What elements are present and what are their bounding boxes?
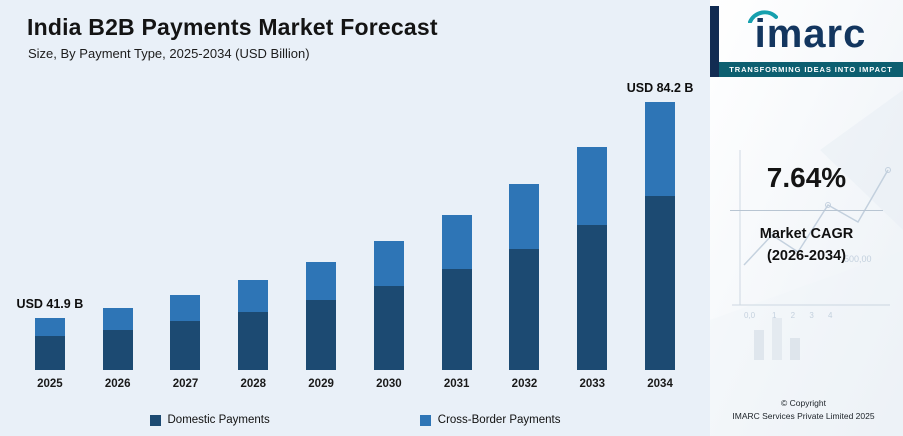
cagr-label-line2: (2026-2034): [767, 248, 846, 265]
legend-label: Cross-Border Payments: [437, 414, 561, 426]
divider: [730, 210, 883, 211]
bar-column: 2032: [491, 96, 559, 390]
x-axis-label: 2033: [579, 378, 606, 390]
bar-segment-domestic: [373, 286, 404, 370]
x-axis-label: 2029: [308, 378, 334, 390]
bar-column: 2027: [152, 96, 220, 390]
chart-title: India B2B Payments Market Forecast: [27, 14, 438, 40]
bar-segment-crossborder: [441, 215, 472, 270]
bar-segment-domestic: [441, 269, 472, 370]
bar-value-label: USD 41.9 B: [16, 297, 84, 311]
x-axis-label: 2025: [37, 378, 63, 390]
bar-segment-domestic: [102, 329, 133, 370]
chart-subtitle: Size, By Payment Type, 2025-2034 (USD Bi…: [28, 46, 310, 61]
copyright-line1: © Copyright: [780, 397, 826, 408]
stacked-bar: [645, 102, 676, 370]
brand-tagline: TRANSFORMING IDEAS INTO IMPACT: [719, 62, 903, 77]
bar-column: 2025 USD 41.9 B: [16, 96, 84, 390]
bar-segment-domestic: [577, 225, 608, 370]
x-axis-label: 2034: [647, 378, 673, 390]
brand-panel: 500,00 0,0 1 2 3 4 imarc TRANSFORMING ID…: [710, 0, 903, 436]
legend: Domestic Payments Cross-Border Payments: [0, 414, 710, 426]
bar-segment-crossborder: [34, 318, 65, 337]
bar-segment-domestic: [509, 249, 540, 370]
legend-item: Domestic Payments: [149, 414, 270, 426]
legend-item: Cross-Border Payments: [419, 414, 561, 426]
stacked-bar: [509, 183, 540, 370]
bar-segment-crossborder: [170, 295, 201, 322]
watermark-chart-sketch: 500,00 0,0 1 2 3 4: [710, 90, 903, 436]
legend-swatch: [419, 414, 431, 426]
bar-column: 2026: [84, 96, 152, 390]
legend-label: Domestic Payments: [167, 414, 270, 426]
watermark-label: 500,00: [844, 254, 872, 264]
bar-segment-crossborder: [577, 146, 608, 225]
plot-area: 2025 USD 41.9 B 2026 2027 2028 2029 2030 2031 20…: [16, 81, 694, 390]
x-axis-label: 2030: [376, 378, 402, 390]
cagr-label-line1: Market CAGR: [759, 226, 854, 242]
x-axis-label: 2028: [240, 378, 267, 390]
stacked-bar: [577, 146, 608, 370]
stacked-bar: [441, 215, 472, 370]
bar-column: 2030: [355, 96, 423, 390]
bar-column: 2028: [219, 96, 287, 390]
imarc-logo-swoosh-icon: [748, 10, 778, 23]
bar-segment-crossborder: [509, 183, 540, 249]
bar-segment-crossborder: [373, 240, 404, 287]
bar-value-label: USD 84.2 B: [626, 81, 694, 95]
bar-segment-domestic: [645, 195, 676, 370]
stacked-bar: [34, 318, 65, 370]
bar-segment-crossborder: [645, 102, 676, 196]
bar-segment-domestic: [238, 311, 269, 370]
x-axis-label: 2026: [104, 378, 131, 390]
watermark-label: 1 2 3 4: [772, 311, 838, 320]
legend-swatch: [149, 414, 161, 426]
bar-segment-crossborder: [102, 307, 133, 330]
x-axis-label: 2027: [172, 378, 199, 390]
bar-segment-domestic: [34, 336, 65, 370]
imarc-logo: imarc: [724, 10, 897, 62]
bar-segment-crossborder: [306, 262, 337, 301]
copyright-line2: IMARC Services Private Limited 2025: [732, 411, 875, 422]
stacked-bar: [170, 295, 201, 370]
x-axis-label: 2031: [443, 378, 470, 390]
bar-column: 2033: [558, 96, 626, 390]
bar-column: 2031: [423, 96, 491, 390]
brand-stripe: [710, 6, 719, 77]
stacked-bar: [102, 307, 133, 370]
bar-column: 2029: [287, 96, 355, 390]
stacked-bar: [238, 280, 269, 370]
stacked-bar: [306, 262, 337, 370]
stacked-bar: [373, 240, 404, 370]
cagr-block: 7.64% Market CAGR (2026-2034): [722, 162, 891, 268]
bar-segment-domestic: [306, 300, 337, 370]
watermark-label: 0,0: [744, 311, 756, 320]
bar-segment-crossborder: [238, 280, 269, 312]
copyright: © Copyright IMARC Services Private Limit…: [710, 397, 897, 424]
imarc-logo-text: imarc: [754, 12, 867, 56]
bar-segment-domestic: [170, 321, 201, 370]
chart-panel: India B2B Payments Market Forecast Size,…: [0, 14, 710, 426]
bars-row: 2025 USD 41.9 B 2026 2027 2028 2029 2030 2031 20…: [16, 81, 694, 390]
bar-column: 2034 USD 84.2 B: [626, 81, 694, 390]
x-axis-label: 2032: [511, 378, 538, 390]
cagr-value: 7.64%: [766, 162, 847, 193]
